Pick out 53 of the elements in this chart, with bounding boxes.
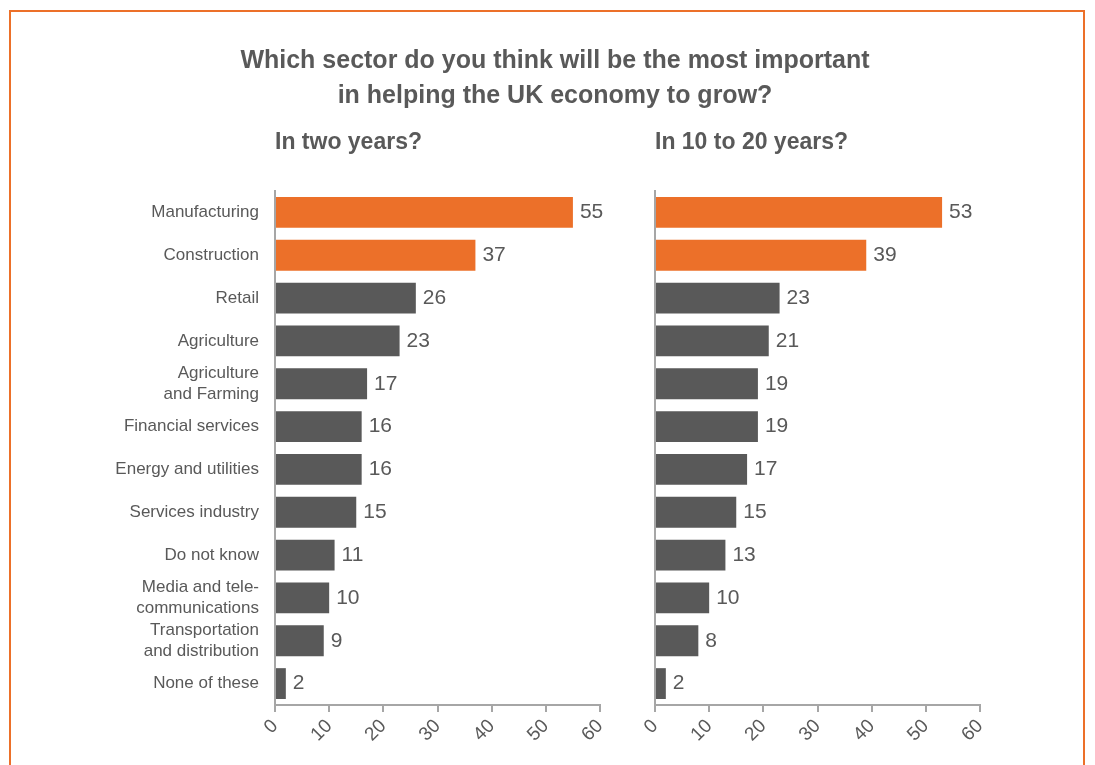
data-label: 10 xyxy=(716,584,740,608)
x-tick-label: 40 xyxy=(468,714,499,745)
y-tick-label: Agriculture xyxy=(177,330,259,350)
x-tick-label: 20 xyxy=(360,714,390,745)
chart-title: Which sector do you think will be the most important in helping the UK economy to grow? xyxy=(239,44,871,110)
data-label: 15 xyxy=(363,499,387,523)
data-label: 21 xyxy=(775,327,800,351)
data-label: 8 xyxy=(705,627,718,651)
x-tick-label: 0 xyxy=(639,714,662,738)
chart-subtitle: In two years? xyxy=(275,128,422,155)
data-label: 2 xyxy=(292,670,305,694)
y-tick-label: Media and tele- communications xyxy=(136,576,259,618)
data-label: 17 xyxy=(754,456,778,480)
x-tick-label: 50 xyxy=(902,714,933,745)
y-tick-label: Manufacturing xyxy=(151,202,259,222)
data-label: 13 xyxy=(732,541,756,565)
data-label: 53 xyxy=(949,199,973,223)
data-label: 17 xyxy=(374,370,398,394)
data-label: 19 xyxy=(764,370,789,394)
x-tick-label: 50 xyxy=(522,714,553,745)
x-tick-label: 0 xyxy=(259,714,282,738)
data-label: 26 xyxy=(422,284,447,308)
data-label: 39 xyxy=(873,242,897,266)
x-tick-label: 30 xyxy=(414,714,445,745)
data-label: 16 xyxy=(368,456,393,480)
x-tick-label: 30 xyxy=(794,714,825,745)
data-label: 23 xyxy=(786,284,810,308)
x-tick-label: 10 xyxy=(305,714,336,745)
y-tick-label: Energy and utilities xyxy=(115,459,259,479)
y-tick-label: Transportation and distribution xyxy=(143,619,259,661)
chart-subtitle: In 10 to 20 years? xyxy=(655,128,849,155)
y-tick-label: Services industry xyxy=(129,501,260,521)
data-label: 19 xyxy=(764,413,789,437)
data-label: 16 xyxy=(368,413,393,437)
y-tick-label: Do not know xyxy=(164,544,260,564)
data-label: 10 xyxy=(336,584,360,608)
data-label: 11 xyxy=(341,541,364,565)
data-label: 55 xyxy=(579,199,604,223)
y-tick-label: Construction xyxy=(163,244,259,264)
y-tick-label: Financial services xyxy=(123,416,259,436)
x-tick-label: 60 xyxy=(576,714,607,745)
data-label: 37 xyxy=(482,242,506,266)
x-tick-label: 40 xyxy=(848,714,879,745)
x-tick-label: 60 xyxy=(956,714,987,745)
y-tick-label: Retail xyxy=(215,287,259,307)
y-tick-label: Agriculture and Farming xyxy=(163,362,259,404)
x-tick-label: 20 xyxy=(740,714,770,745)
x-tick-label: 10 xyxy=(685,714,716,745)
y-tick-label: None of these xyxy=(153,673,259,693)
data-label: 2 xyxy=(672,670,685,694)
data-label: 9 xyxy=(330,627,343,651)
data-label: 15 xyxy=(743,499,767,523)
data-label: 23 xyxy=(406,327,430,351)
